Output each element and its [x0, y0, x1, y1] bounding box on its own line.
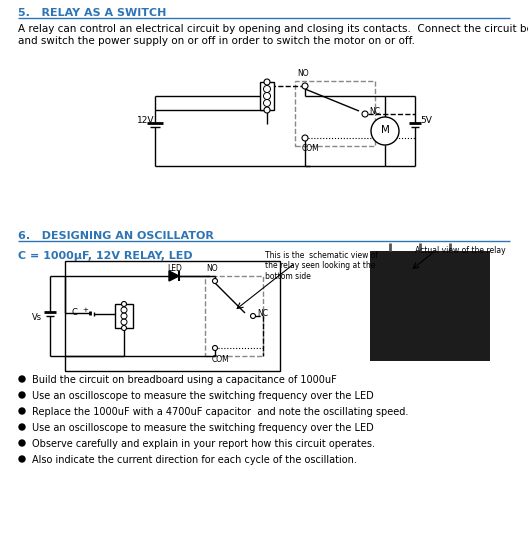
Circle shape — [212, 279, 218, 284]
Text: A relay can control an electrical circuit by opening and closing its contacts.  : A relay can control an electrical circui… — [18, 24, 528, 46]
Circle shape — [371, 117, 399, 145]
Bar — [370, 251, 490, 361]
Circle shape — [19, 456, 25, 462]
Text: NO: NO — [297, 69, 309, 78]
Text: Use an oscilloscope to measure the switching frequency over the LED: Use an oscilloscope to measure the switc… — [32, 423, 374, 433]
Text: Observe carefully and explain in your report how this circuit operates.: Observe carefully and explain in your re… — [32, 439, 375, 449]
Circle shape — [19, 376, 25, 382]
Text: C: C — [72, 308, 78, 317]
Circle shape — [264, 107, 270, 113]
Text: 5V: 5V — [420, 116, 432, 125]
Text: +: + — [82, 307, 88, 313]
Polygon shape — [169, 271, 179, 281]
Circle shape — [362, 111, 368, 117]
Text: Use an oscilloscope to measure the switching frequency over the LED: Use an oscilloscope to measure the switc… — [32, 391, 374, 401]
Circle shape — [212, 345, 218, 350]
Circle shape — [19, 392, 25, 398]
Circle shape — [250, 314, 256, 319]
Circle shape — [302, 135, 308, 141]
Circle shape — [19, 408, 25, 414]
Circle shape — [264, 79, 270, 85]
Circle shape — [19, 440, 25, 446]
Text: Build the circuit on breadboard using a capacitance of 1000uF: Build the circuit on breadboard using a … — [32, 375, 337, 385]
Text: C = 1000μF, 12V RELAY, LED: C = 1000μF, 12V RELAY, LED — [18, 251, 193, 261]
Circle shape — [19, 424, 25, 430]
Text: COM: COM — [212, 355, 230, 364]
Bar — [295, 81, 375, 146]
Text: 12V: 12V — [137, 116, 155, 125]
Bar — [65, 261, 280, 371]
Text: NC: NC — [257, 309, 268, 317]
Text: 6.   DESIGNING AN OSCILLATOR: 6. DESIGNING AN OSCILLATOR — [18, 231, 214, 241]
Bar — [260, 82, 274, 110]
Text: M: M — [381, 125, 390, 135]
Text: COM: COM — [302, 144, 320, 153]
Bar — [205, 276, 263, 356]
Text: Actual view of the relay: Actual view of the relay — [415, 246, 506, 255]
Text: LED: LED — [167, 264, 182, 273]
Bar — [115, 304, 133, 328]
Text: NC: NC — [369, 107, 380, 116]
Circle shape — [302, 83, 308, 89]
Text: NO: NO — [206, 264, 218, 273]
Circle shape — [121, 325, 127, 330]
Text: Replace the 1000uF with a 4700uF capacitor  and note the oscillating speed.: Replace the 1000uF with a 4700uF capacit… — [32, 407, 408, 417]
Text: 5.   RELAY AS A SWITCH: 5. RELAY AS A SWITCH — [18, 8, 166, 18]
Text: Vs: Vs — [32, 313, 42, 322]
Text: This is the  schematic view of
the relay seen looking at the
bottom side: This is the schematic view of the relay … — [265, 251, 378, 281]
Circle shape — [121, 301, 127, 306]
Text: Also indicate the current direction for each cycle of the oscillation.: Also indicate the current direction for … — [32, 455, 357, 465]
